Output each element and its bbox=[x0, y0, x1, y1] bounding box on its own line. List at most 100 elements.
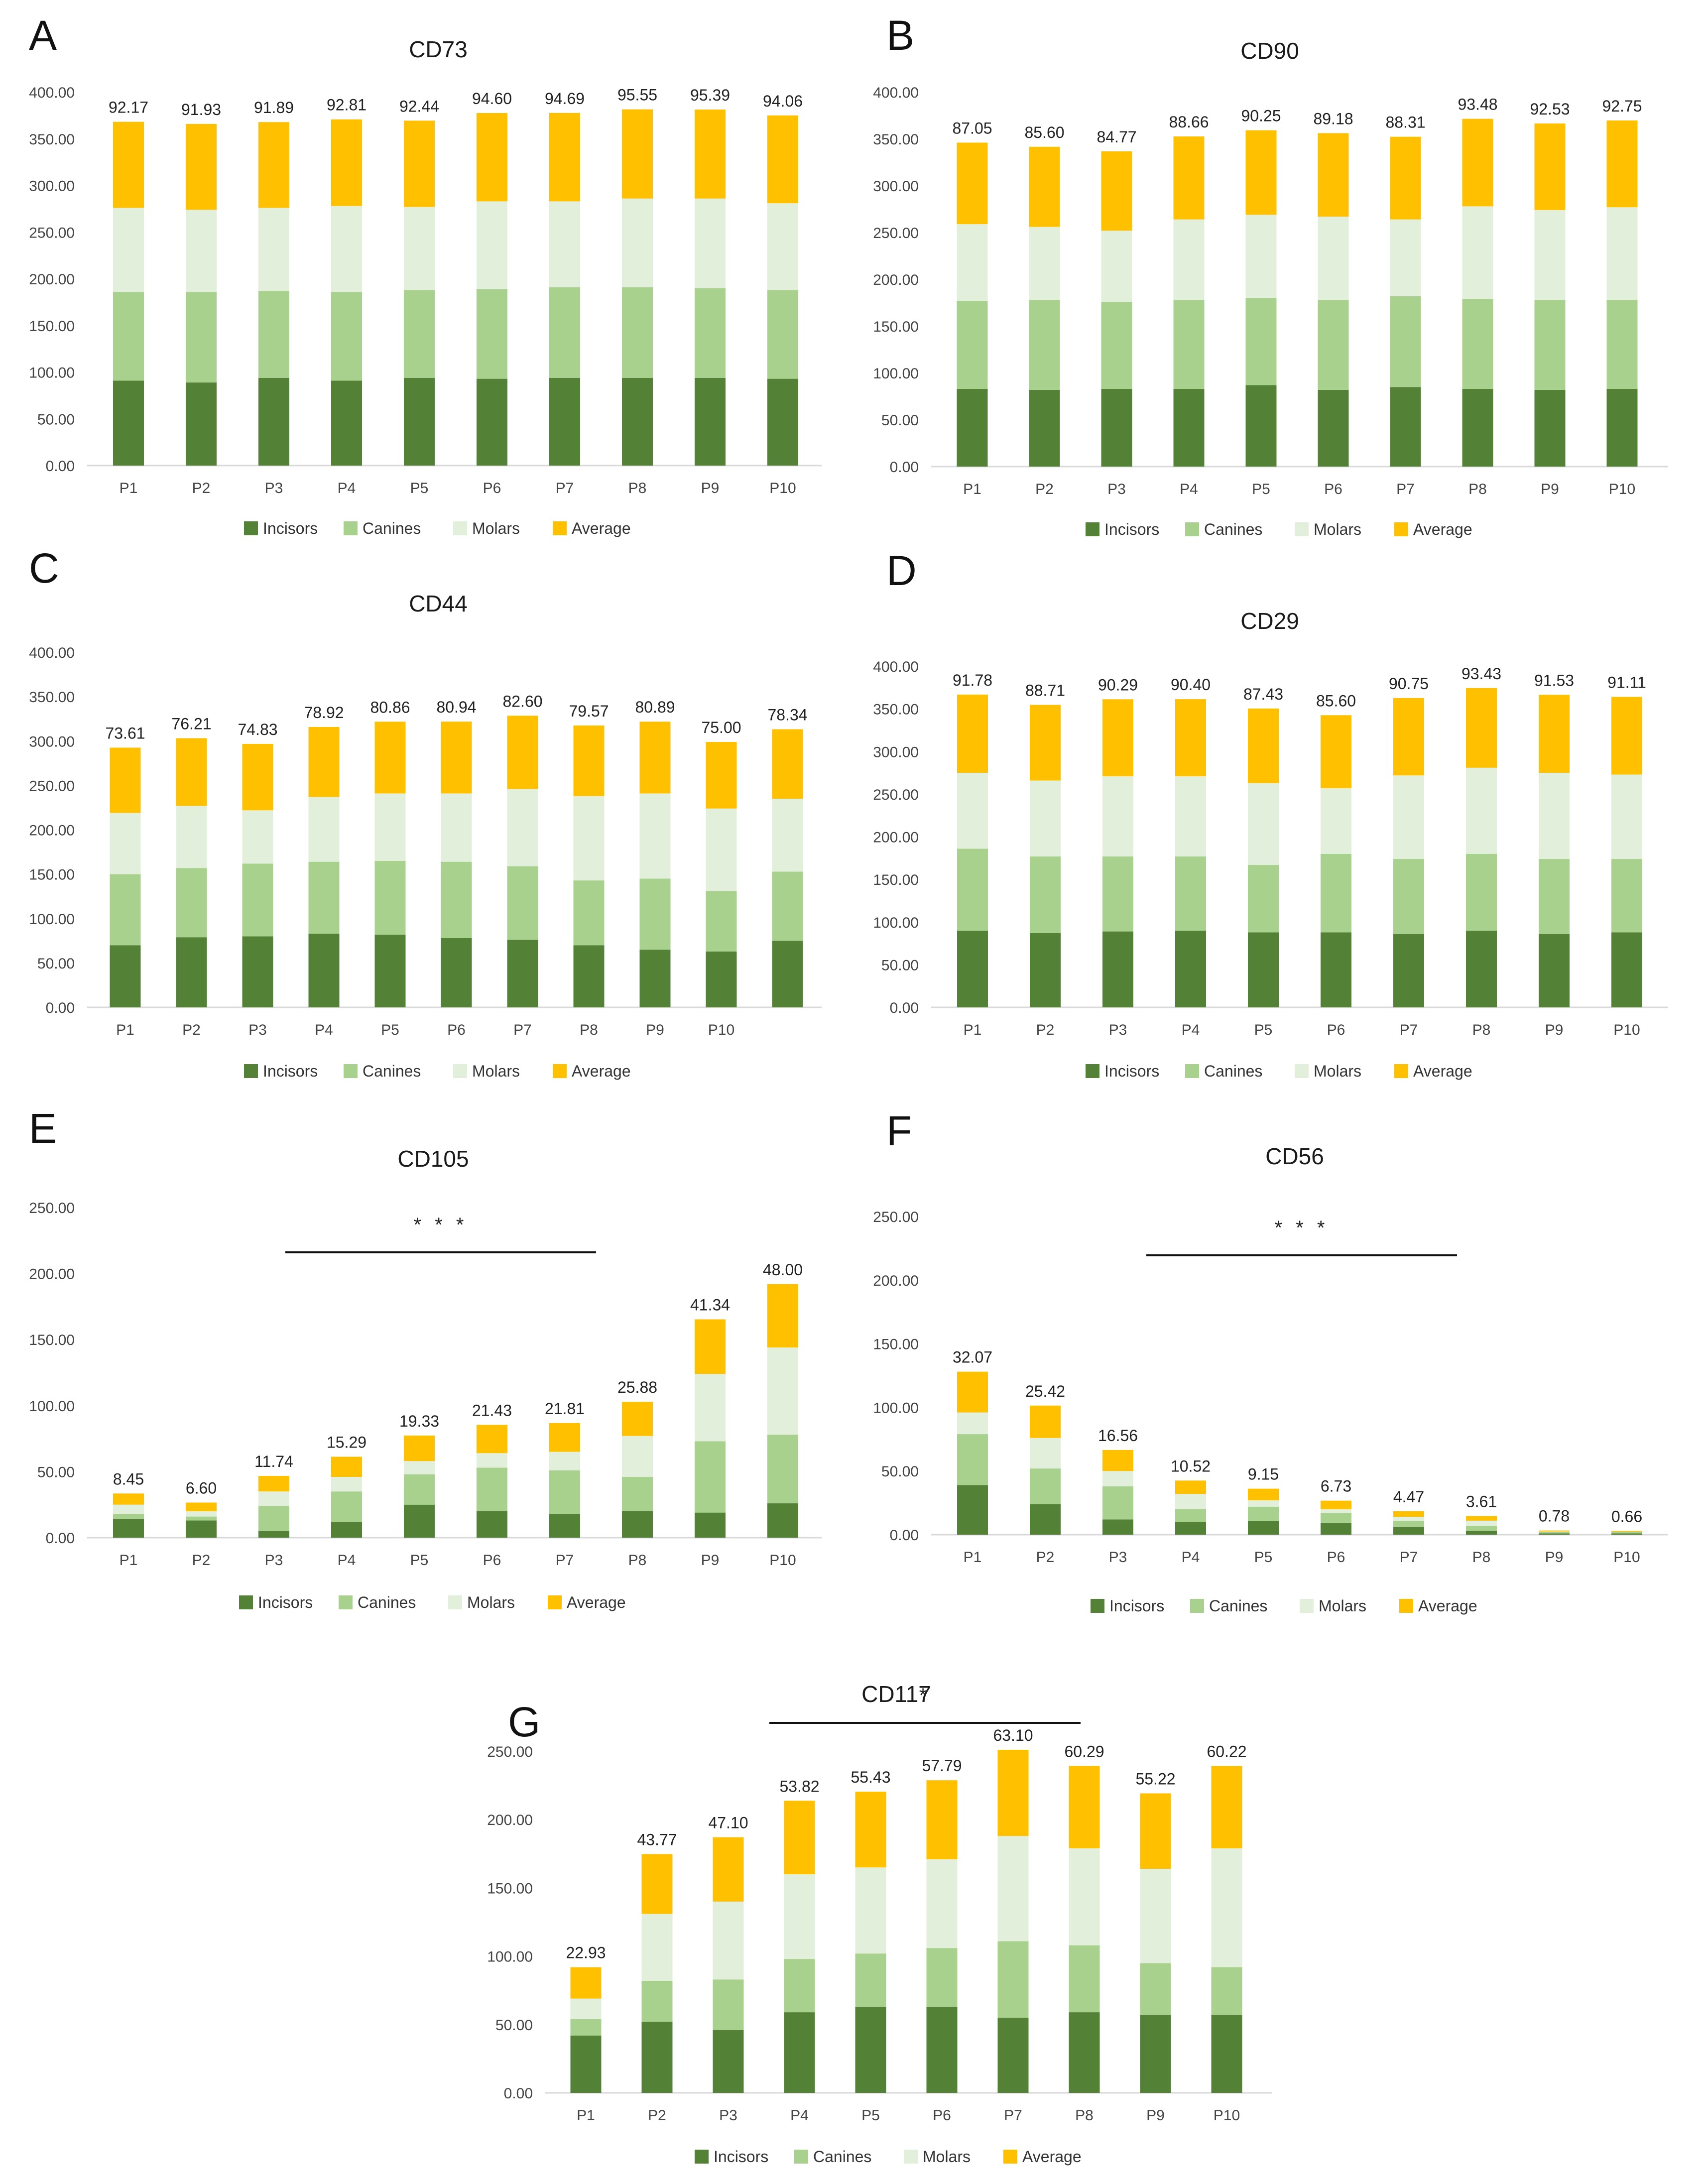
bar-segment-canines bbox=[186, 292, 217, 383]
bar-segment-average bbox=[1393, 698, 1424, 776]
y-tick-label: 250.00 bbox=[487, 1744, 533, 1760]
bar-segment-average bbox=[1101, 151, 1132, 231]
data-label: 60.29 bbox=[1064, 1742, 1104, 1760]
bar-segment-incisors bbox=[331, 1522, 362, 1538]
x-tick-label: P3 bbox=[248, 1022, 267, 1038]
bar-segment-incisors bbox=[1102, 1519, 1133, 1535]
bar-segment-canines bbox=[1211, 1967, 1242, 2015]
y-tick-label: 100.00 bbox=[29, 911, 75, 928]
legend-swatch-canines bbox=[344, 1064, 358, 1078]
bar-segment-incisors bbox=[957, 1485, 988, 1535]
bar-segment-average bbox=[1466, 1516, 1497, 1521]
panel-b: B CD90 0.00 50.00 100.00 150.00 200.00 250.00 30… bbox=[873, 12, 1668, 538]
bar-segment-molars bbox=[713, 1901, 744, 1980]
bar-segment-average bbox=[1611, 1531, 1642, 1532]
legend-swatch-molars bbox=[904, 2150, 918, 2164]
bar-segment-average bbox=[441, 722, 472, 794]
bar-segment-average bbox=[772, 729, 803, 799]
x-tick-label: P1 bbox=[964, 1549, 982, 1566]
bar-segment-average bbox=[1321, 1500, 1351, 1509]
bar-segment-canines bbox=[957, 301, 988, 389]
data-label: 22.93 bbox=[566, 1944, 606, 1962]
bar-segment-incisors bbox=[772, 941, 803, 1007]
bar-segment-molars bbox=[1393, 775, 1424, 859]
bar-segment-incisors bbox=[639, 950, 671, 1007]
bar-segment-molars bbox=[186, 210, 217, 292]
bar-segment-incisors bbox=[549, 1514, 580, 1538]
data-label: 43.77 bbox=[637, 1830, 677, 1848]
legend-swatch-canines bbox=[1185, 522, 1199, 536]
bar-segment-incisors bbox=[695, 377, 726, 466]
bar-segment-molars bbox=[477, 1453, 507, 1468]
x-tick-label: P7 bbox=[1396, 481, 1415, 497]
data-label: 88.31 bbox=[1385, 114, 1425, 131]
y-tick-label: 350.00 bbox=[29, 689, 75, 706]
bar-segment-molars bbox=[1248, 783, 1279, 865]
significance-label: * * * bbox=[1275, 1217, 1329, 1239]
bar-segment-incisors bbox=[957, 930, 988, 1007]
data-label: 85.60 bbox=[1316, 692, 1356, 710]
bar-segment-average bbox=[855, 1792, 886, 1868]
bar-segment-average bbox=[1466, 688, 1497, 768]
bar-segment-canines bbox=[1030, 856, 1061, 934]
x-tick-label: P7 bbox=[556, 480, 574, 496]
bar-segment-average bbox=[507, 716, 538, 789]
data-label: 10.52 bbox=[1171, 1457, 1211, 1475]
bar-segment-incisors bbox=[622, 377, 653, 466]
bar-segment-incisors bbox=[767, 1503, 798, 1538]
bar-segment-average bbox=[308, 727, 340, 797]
data-label: 93.43 bbox=[1462, 665, 1501, 683]
data-label: 21.81 bbox=[545, 1400, 585, 1418]
bar-segment-canines bbox=[957, 849, 988, 931]
bar-segment-canines bbox=[1140, 1963, 1171, 2015]
data-label: 11.74 bbox=[254, 1453, 293, 1470]
legend-swatch-incisors bbox=[1086, 1064, 1099, 1078]
bar-segment-incisors bbox=[308, 934, 340, 1007]
bar-segment-canines bbox=[706, 891, 737, 952]
x-tick-label: P10 bbox=[769, 1552, 796, 1569]
x-tick-label: P5 bbox=[1254, 1549, 1273, 1566]
bar-segment-canines bbox=[1101, 302, 1132, 389]
x-tick-label: P9 bbox=[701, 480, 720, 496]
bar-segment-canines bbox=[186, 1516, 217, 1521]
bar-segment-average bbox=[1248, 1488, 1279, 1500]
bar-segment-molars bbox=[113, 208, 144, 292]
x-tick-label: P10 bbox=[1613, 1549, 1640, 1566]
y-tick-label: 300.00 bbox=[29, 178, 75, 195]
y-tick-label: 200.00 bbox=[873, 272, 919, 288]
y-tick-label: 300.00 bbox=[873, 178, 919, 195]
bar-segment-average bbox=[1534, 123, 1566, 210]
legend-swatch-incisors bbox=[1091, 1599, 1104, 1613]
bar-segment-incisors bbox=[1318, 389, 1349, 467]
bar-segment-canines bbox=[957, 1434, 988, 1485]
legend-swatch-canines bbox=[1190, 1599, 1204, 1613]
bar-segment-molars bbox=[1321, 788, 1351, 854]
y-tick-label: 250.00 bbox=[29, 778, 75, 794]
y-tick-label: 150.00 bbox=[873, 319, 919, 335]
bar-segment-molars bbox=[622, 1436, 653, 1477]
x-tick-label: P6 bbox=[1324, 481, 1342, 497]
bar-segment-canines bbox=[113, 292, 144, 381]
x-tick-label: P3 bbox=[1107, 481, 1126, 497]
y-tick-label: 0.00 bbox=[46, 458, 75, 475]
legend-swatch-average bbox=[553, 521, 567, 535]
bar-segment-canines bbox=[477, 289, 507, 379]
y-tick-label: 150.00 bbox=[873, 872, 919, 888]
data-label: 73.61 bbox=[105, 724, 145, 742]
legend-swatch-incisors bbox=[239, 1595, 253, 1609]
bar-segment-average bbox=[331, 119, 362, 206]
data-label: 91.78 bbox=[953, 671, 992, 689]
data-label: 80.86 bbox=[370, 698, 410, 716]
x-tick-label: P6 bbox=[1327, 1549, 1345, 1566]
x-tick-label: P2 bbox=[1036, 1022, 1055, 1038]
x-tick-label: P3 bbox=[1109, 1549, 1127, 1566]
bar-segment-average bbox=[1175, 699, 1206, 776]
x-tick-label: P4 bbox=[338, 1552, 356, 1569]
bar-segment-canines bbox=[1539, 859, 1570, 934]
x-tick-label: P4 bbox=[338, 480, 356, 496]
bar-segment-molars bbox=[695, 1374, 726, 1442]
bar-segment-molars bbox=[767, 1347, 798, 1435]
bar-segment-molars bbox=[641, 1914, 673, 1981]
bar-segment-canines bbox=[641, 1980, 673, 2022]
data-label: 92.75 bbox=[1602, 97, 1642, 115]
